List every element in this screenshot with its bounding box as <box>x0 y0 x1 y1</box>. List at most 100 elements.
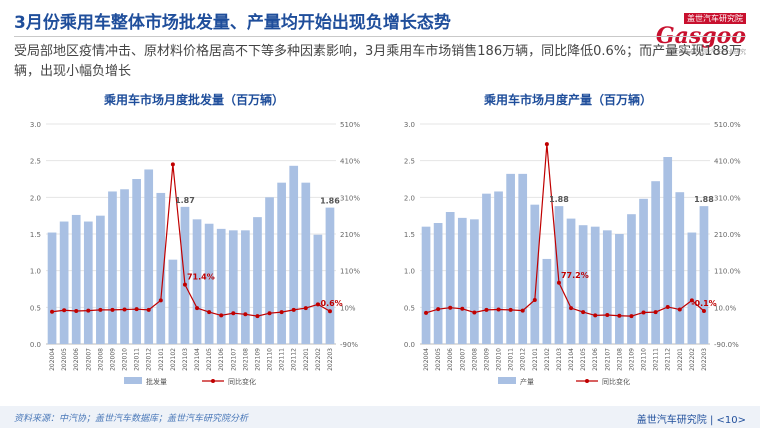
yoy-point <box>146 307 151 312</box>
yoy-point <box>593 313 598 318</box>
y2-tick-label: 210% <box>340 231 360 239</box>
logo-subtitle: 盖世汽车研究院·汽车产业研究 <box>666 49 746 56</box>
yoy-point <box>665 304 670 309</box>
bar <box>615 234 624 344</box>
y-tick-label: 3.0 <box>404 121 415 129</box>
x-tick-label: 202112 <box>291 348 298 371</box>
y-tick-label: 3.0 <box>30 121 41 129</box>
bar <box>457 217 467 344</box>
bar <box>301 182 311 344</box>
legend-bar-label: 产量 <box>520 377 534 386</box>
bar <box>602 230 612 344</box>
y2-tick-label: 410.0% <box>714 158 741 166</box>
x-tick-label: 202104 <box>194 348 201 371</box>
logo-tagline: 盖世汽车研究院 <box>684 13 746 24</box>
y2-tick-label: 110.0% <box>714 268 741 276</box>
bar <box>470 219 479 344</box>
bar <box>83 221 93 344</box>
x-tick-label: 202110 <box>267 348 274 371</box>
yoy-point <box>460 306 465 311</box>
source-note: 资料来源：中汽协；盖世汽车数据库；盖世汽车研究院分析 <box>14 414 249 424</box>
yoy-point <box>544 142 549 147</box>
bar <box>313 234 323 344</box>
bar <box>265 197 274 344</box>
x-tick-label: 202108 <box>242 348 249 371</box>
x-tick-label: 202103 <box>182 348 189 371</box>
yoy-point <box>327 309 332 314</box>
x-tick-label: 202202 <box>315 348 322 371</box>
bar <box>277 182 286 344</box>
yoy-point <box>170 162 175 167</box>
bar-data-label: 1.88 <box>549 195 569 204</box>
bar <box>699 206 709 344</box>
yoy-point <box>50 309 55 314</box>
yoy-point <box>424 310 429 315</box>
x-tick-label: 202009 <box>109 348 116 371</box>
bar <box>578 225 588 344</box>
legend-bar-swatch <box>498 377 516 384</box>
yoy-point <box>484 307 489 312</box>
x-tick-label: 202111 <box>653 348 660 371</box>
line-data-label: 77.2% <box>561 271 589 280</box>
bar <box>421 226 431 344</box>
yoy-point <box>158 298 163 303</box>
y-tick-label: 1.0 <box>404 268 415 276</box>
y2-tick-label: 510.0% <box>714 121 741 129</box>
yoy-point <box>98 307 103 312</box>
x-tick-label: 202010 <box>122 348 129 371</box>
bar <box>59 221 69 344</box>
x-tick-label: 202005 <box>61 348 68 371</box>
yoy-point <box>182 282 187 287</box>
bar <box>192 219 202 344</box>
yoy-point <box>556 280 561 285</box>
x-tick-label: 202104 <box>568 348 575 371</box>
yoy-point <box>279 310 284 315</box>
x-tick-label: 202202 <box>689 348 696 371</box>
bar <box>639 198 648 344</box>
yoy-point <box>303 306 308 311</box>
x-tick-label: 202107 <box>604 348 611 371</box>
y2-tick-label: 110% <box>340 268 360 276</box>
bar <box>241 230 250 344</box>
x-tick-label: 202012 <box>520 348 527 371</box>
y-tick-label: 0.0 <box>404 341 415 349</box>
legend-line-marker <box>585 379 589 383</box>
yoy-point <box>677 307 682 312</box>
bar <box>289 165 299 344</box>
bar <box>651 181 660 344</box>
yoy-point <box>291 307 296 312</box>
y2-tick-label: -90% <box>340 341 358 349</box>
yoy-point <box>110 307 115 312</box>
x-tick-label: 202106 <box>218 348 225 371</box>
y2-tick-label: 410% <box>340 158 360 166</box>
bar <box>180 206 190 344</box>
bar-data-label: 1.88 <box>694 195 714 204</box>
x-tick-label: 202103 <box>556 348 563 371</box>
yoy-point <box>122 307 127 312</box>
bar <box>530 204 540 344</box>
y-tick-label: 0.5 <box>404 304 415 312</box>
bar <box>71 214 81 344</box>
x-tick-label: 202006 <box>447 348 454 371</box>
yoy-point <box>315 302 320 307</box>
chart-title: 乘用车市场月度批发量（百万辆） <box>103 92 284 107</box>
y2-tick-label: 310.0% <box>714 194 741 202</box>
footer-bar: 资料来源：中汽协；盖世汽车数据库；盖世汽车研究院分析 盖世汽车研究院 | <10… <box>0 406 760 428</box>
x-tick-label: 202109 <box>628 348 635 371</box>
yoy-point <box>448 305 453 310</box>
x-tick-label: 202109 <box>254 348 261 371</box>
x-tick-label: 202201 <box>677 348 684 371</box>
yoy-line <box>51 164 331 317</box>
x-tick-label: 202102 <box>170 348 177 371</box>
bar <box>506 173 515 344</box>
x-tick-label: 202203 <box>327 348 334 371</box>
bar <box>482 193 491 344</box>
x-tick-label: 202101 <box>158 348 165 371</box>
bar-data-label: 1.87 <box>175 196 195 205</box>
x-tick-label: 202102 <box>544 348 551 371</box>
x-tick-label: 202010 <box>496 348 503 371</box>
line-data-label: 71.4% <box>187 273 215 282</box>
bar <box>542 258 552 344</box>
title-divider <box>14 36 746 37</box>
yoy-point <box>532 298 537 302</box>
